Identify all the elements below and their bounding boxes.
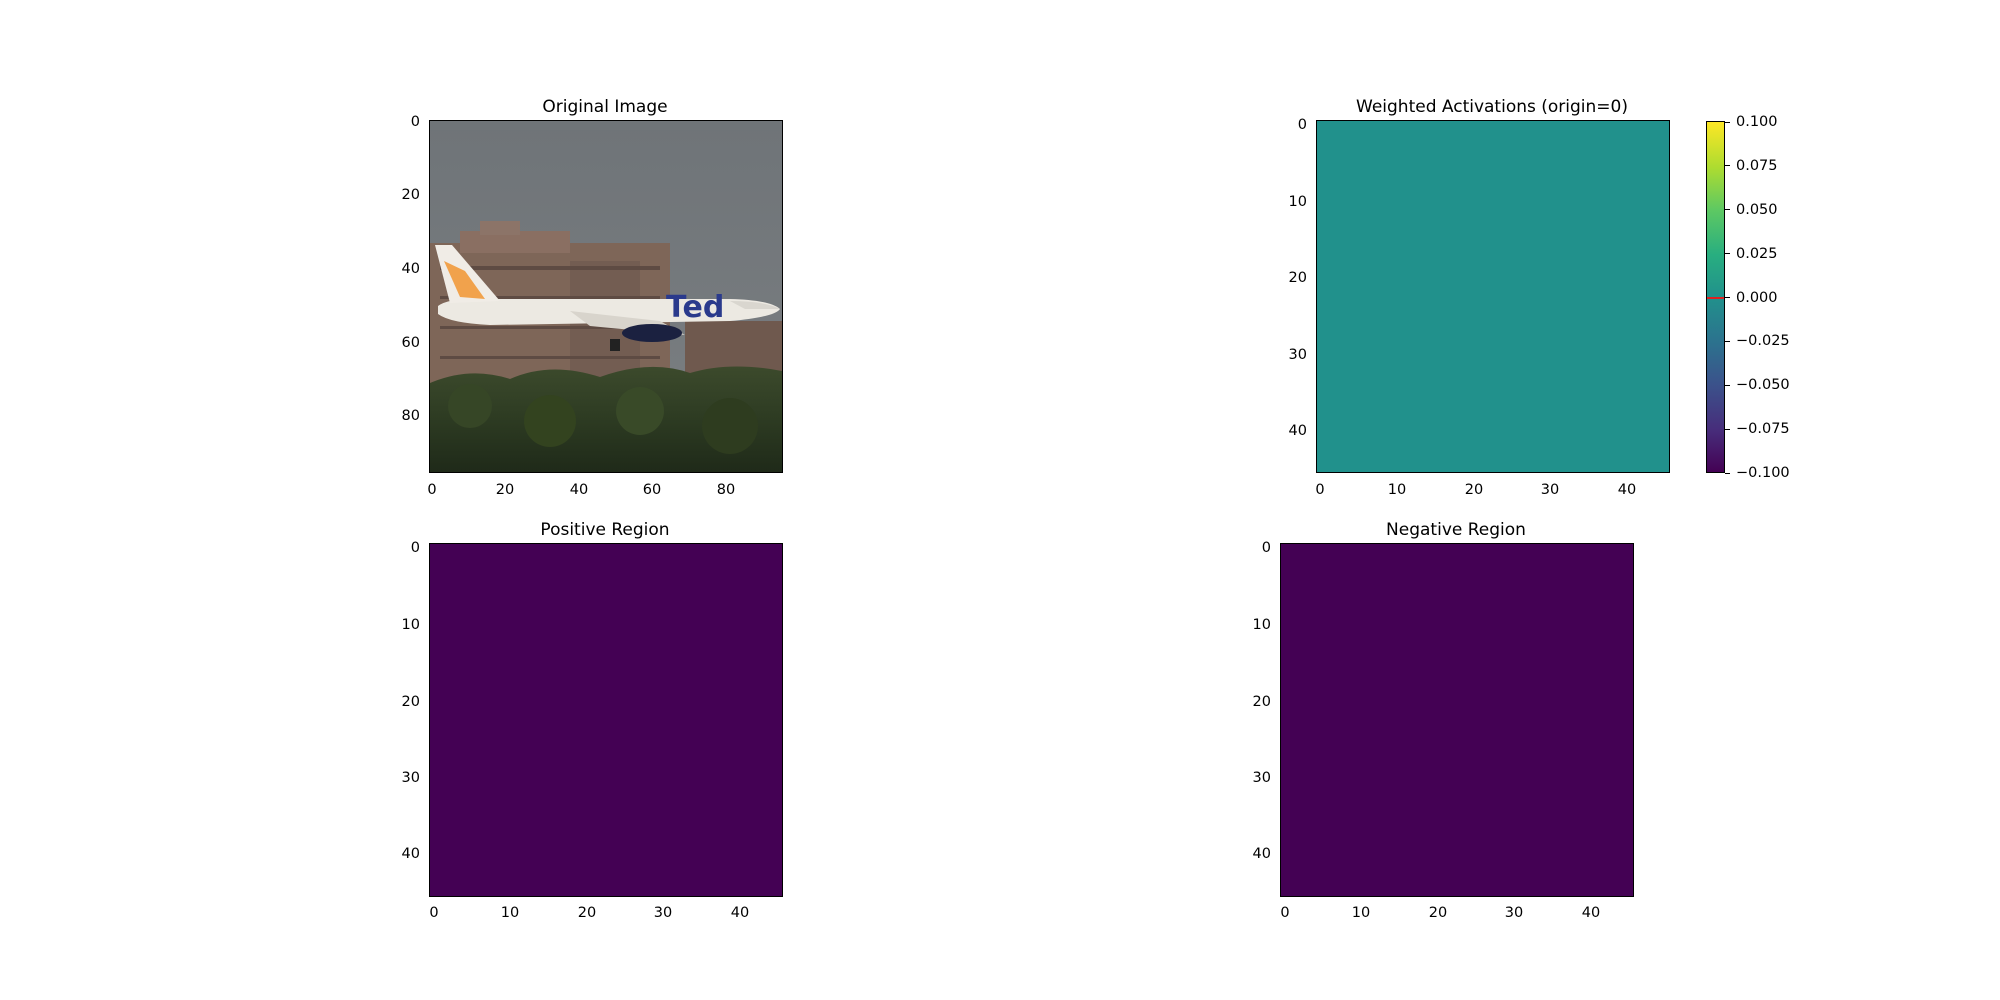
positive-region-heatmap [430, 544, 782, 896]
x-tick: 40 [1581, 905, 1601, 921]
colorbar-tick-mark [1725, 340, 1730, 342]
x-tick: 0 [1315, 482, 1325, 498]
colorbar-tick-label: 0.075 [1736, 157, 1778, 174]
y-tick: 80 [401, 408, 420, 424]
x-tick: 10 [1387, 482, 1407, 498]
x-tick: 40 [730, 905, 750, 921]
x-tick: 10 [500, 905, 520, 921]
y-tick: 40 [1288, 423, 1307, 439]
x-tick: 30 [1504, 905, 1524, 921]
x-tick: 0 [429, 905, 439, 921]
x-tick: 0 [1280, 905, 1290, 921]
y-tick: 40 [401, 846, 420, 862]
negative-region-title: Negative Region [1386, 520, 1526, 540]
y-tick: 30 [1288, 347, 1307, 363]
colorbar-tick-mark [1725, 384, 1730, 386]
y-tick: 20 [401, 187, 420, 203]
colorbar-tick-mark [1725, 428, 1730, 430]
colorbar-tick-mark [1725, 472, 1730, 474]
y-tick: 30 [1252, 770, 1271, 786]
colorbar-origin-marker [1707, 296, 1724, 299]
x-tick: 20 [1464, 482, 1484, 498]
y-tick: 10 [1252, 617, 1271, 633]
colorbar-tick-mark [1725, 253, 1730, 255]
colorbar-tick-mark [1725, 165, 1730, 167]
y-tick: 0 [1261, 540, 1271, 556]
colorbar [1706, 121, 1725, 473]
x-tick: 20 [1428, 905, 1448, 921]
airplane-photo: Ted [430, 121, 782, 472]
colorbar-tick-label: 0.050 [1736, 201, 1778, 218]
y-tick: 10 [1288, 194, 1307, 210]
x-tick: 30 [653, 905, 673, 921]
colorbar-tick-label: 0.100 [1736, 114, 1778, 130]
colorbar-tick-label: −0.050 [1736, 377, 1790, 394]
x-tick: 10 [1351, 905, 1371, 921]
y-tick: 10 [401, 617, 420, 633]
colorbar-tick-label: −0.100 [1736, 465, 1790, 481]
svg-text:Ted: Ted [666, 290, 724, 325]
colorbar-tick-label: 0.025 [1736, 245, 1778, 262]
y-tick: 20 [401, 694, 420, 710]
colorbar-tick-mark [1725, 297, 1730, 298]
x-tick: 80 [716, 482, 736, 498]
x-tick: 20 [495, 482, 515, 498]
positive-region-title: Positive Region [540, 520, 670, 540]
weighted-activations-heatmap [1317, 121, 1669, 472]
negative-region-frame [1280, 543, 1634, 897]
y-tick: 40 [401, 261, 420, 277]
colorbar-tick-mark [1725, 209, 1730, 211]
colorbar-tick-mark [1725, 121, 1730, 123]
original-image-frame: Ted [429, 120, 783, 473]
x-tick: 20 [577, 905, 597, 921]
y-tick: 20 [1252, 694, 1271, 710]
y-tick: 20 [1288, 270, 1307, 286]
y-tick: 0 [1297, 117, 1307, 133]
y-tick: 60 [401, 335, 420, 351]
weighted-activations-title: Weighted Activations (origin=0) [1356, 97, 1628, 117]
weighted-activations-frame [1316, 120, 1670, 473]
y-tick: 0 [410, 540, 420, 556]
x-tick: 40 [569, 482, 589, 498]
x-tick: 0 [427, 482, 437, 498]
x-tick: 60 [642, 482, 662, 498]
negative-region-heatmap [1281, 544, 1633, 896]
positive-region-frame [429, 543, 783, 897]
original-image-title: Original Image [542, 97, 668, 117]
x-tick: 40 [1617, 482, 1637, 498]
y-tick: 40 [1252, 846, 1271, 862]
x-tick: 30 [1540, 482, 1560, 498]
y-tick: 0 [410, 114, 420, 130]
colorbar-tick-label: −0.075 [1736, 421, 1790, 438]
y-tick: 30 [401, 770, 420, 786]
colorbar-tick-label: 0.000 [1736, 289, 1778, 306]
colorbar-tick-label: −0.025 [1736, 333, 1790, 350]
